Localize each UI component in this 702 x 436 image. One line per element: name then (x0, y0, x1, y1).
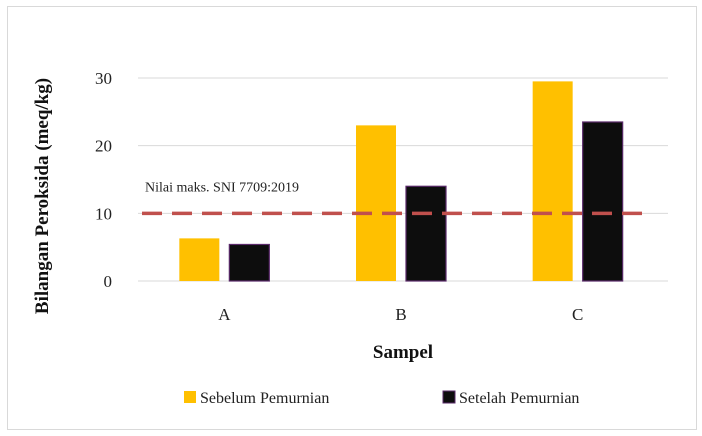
reference-line-label: Nilai maks. SNI 7709:2019 (145, 180, 299, 195)
bar-A-sebelum (179, 238, 220, 281)
legend-swatch-sebelum (184, 391, 196, 403)
x-tick-label-C: C (572, 305, 583, 324)
legend-label-setelah: Setelah Pemurnian (459, 390, 579, 407)
bar-C-setelah (582, 121, 624, 282)
bar-B-setelah (405, 185, 447, 282)
y-tick-label-10: 10 (95, 204, 112, 223)
x-tick-label-A: A (218, 305, 231, 324)
legend: Sebelum Pemurnian Setelah Pemurnian (184, 390, 579, 407)
x-tick-label-B: B (395, 305, 406, 324)
y-tick-labels: 0 10 20 30 (95, 69, 112, 291)
legend-label-sebelum: Sebelum Pemurnian (200, 390, 329, 407)
y-tick-label-30: 30 (95, 69, 112, 88)
y-tick-label-20: 20 (95, 137, 112, 156)
bar-C-sebelum (532, 81, 573, 281)
bar-B-sebelum (356, 125, 396, 281)
bar-A-setelah (228, 243, 270, 282)
y-axis-title: Bilangan Peroksida (meq/kg) (32, 78, 53, 314)
reference-line-group: Nilai maks. SNI 7709:2019 (142, 180, 648, 216)
bars (179, 81, 624, 282)
y-tick-label-0: 0 (104, 272, 113, 291)
chart-frame (7, 6, 697, 430)
x-axis-title: Sampel (373, 342, 433, 363)
legend-swatch-setelah (442, 390, 456, 404)
x-tick-labels: A B C (218, 305, 583, 324)
